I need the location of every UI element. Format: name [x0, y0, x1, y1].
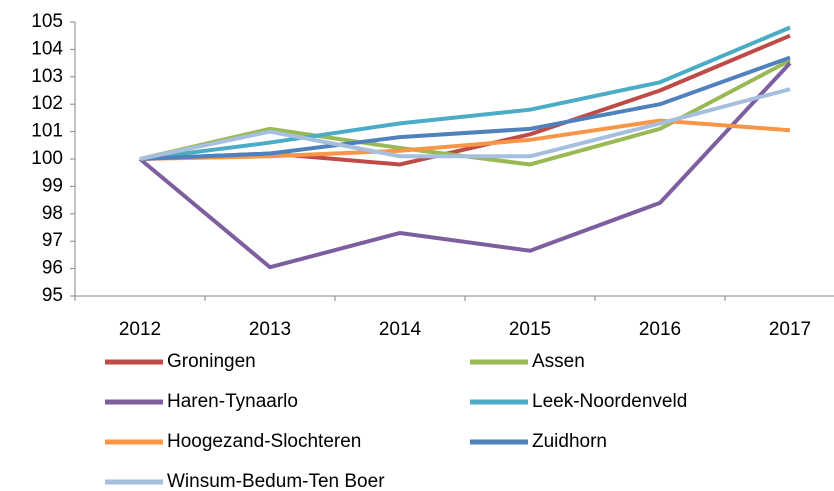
y-tick-label: 102: [31, 93, 63, 114]
x-tick-label: 2014: [379, 319, 422, 340]
legend-label: Zuidhorn: [532, 431, 607, 452]
x-tick-label: 2015: [509, 319, 551, 340]
line-series: [139, 55, 791, 161]
x-tick-label: 2013: [249, 319, 291, 340]
line-series: [139, 118, 791, 161]
legend-label: Assen: [532, 351, 585, 372]
y-tick-label: 97: [42, 230, 63, 251]
y-tick-label: 105: [31, 11, 63, 32]
legend-label: Groningen: [167, 351, 256, 372]
y-tick-label: 103: [31, 66, 63, 87]
y-tick-label: 96: [42, 258, 63, 279]
x-tick-label: 2017: [769, 319, 811, 340]
x-tick-label: 2016: [639, 319, 681, 340]
line-series: [139, 25, 791, 161]
legend-label: Hoogezand-Slochteren: [167, 431, 361, 452]
x-tick-label: 2012: [119, 319, 161, 340]
y-tick-label: 98: [42, 203, 63, 224]
legend-label: Leek-Noordenveld: [532, 391, 687, 412]
legend-label: Winsum-Bedum-Ten Boer: [167, 471, 385, 491]
y-tick-label: 100: [31, 148, 63, 169]
y-tick-label: 104: [31, 38, 63, 59]
legend-label: Haren-Tynaarlo: [167, 391, 298, 412]
y-tick-label: 99: [42, 175, 63, 196]
y-tick-label: 95: [42, 285, 63, 306]
y-tick-label: 101: [31, 121, 63, 142]
line-series: [139, 87, 791, 161]
line-series: [138, 61, 792, 270]
